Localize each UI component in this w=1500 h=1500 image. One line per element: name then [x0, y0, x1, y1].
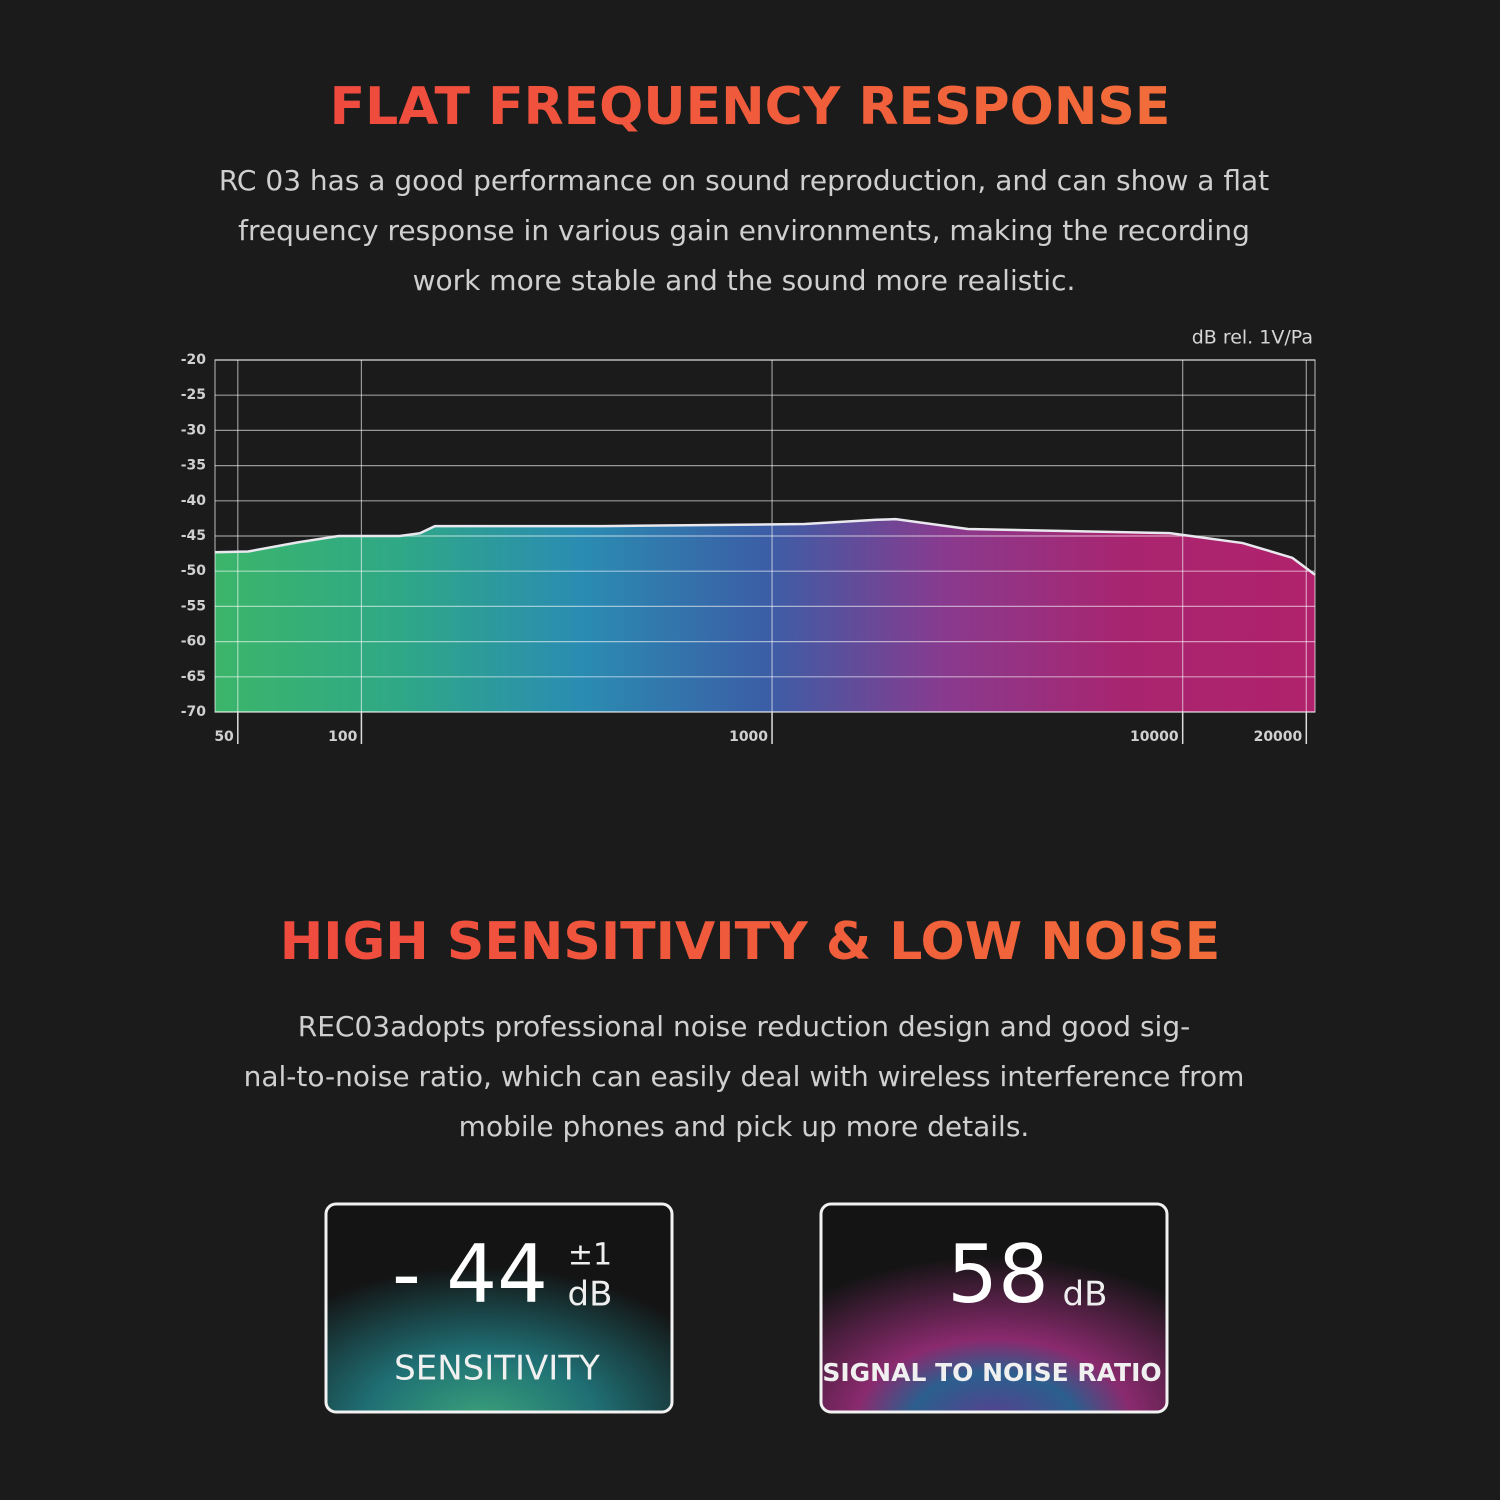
x-tick-label: 1000	[729, 729, 768, 745]
area	[215, 519, 1315, 712]
paragraph-line: REC03adopts professional noise reduction…	[298, 1010, 1190, 1043]
chart: -20 -25 -30 -35 -40 -45 -50 -55 -60 -65 -70 50 100 10…	[181, 352, 1316, 745]
stat-card	[324, 1202, 674, 1414]
y-tick-label: -20	[181, 352, 207, 368]
x-tick-label: 100	[328, 729, 357, 745]
stat-label: SIGNAL TO NOISE RATIO	[822, 1358, 1161, 1387]
stat-value: 58	[947, 1228, 1049, 1321]
y-tick-label: -65	[181, 669, 206, 685]
y-tick-label: -60	[181, 634, 207, 650]
y-tick-label: -35	[181, 458, 206, 474]
stat-tolerance: ±1	[568, 1238, 612, 1273]
stat-unit: dB	[1063, 1275, 1108, 1315]
y-tick-label: -50	[181, 563, 207, 579]
stat-unit: dB	[568, 1275, 613, 1315]
section-title: HIGH SENSITIVITY & LOW NOISE	[280, 912, 1221, 972]
x-tick-label: 10000	[1130, 729, 1179, 745]
line	[214, 517, 1316, 576]
paragraph-line: frequency response in various gain envir…	[238, 214, 1250, 247]
stat-label: SENSITIVITY	[394, 1349, 600, 1389]
x-tick-label: 20000	[1254, 729, 1303, 745]
x-tick-label: 50	[214, 729, 234, 745]
section-title: FLAT FREQUENCY RESPONSE	[330, 77, 1171, 137]
y-tick-label: -30	[181, 422, 207, 438]
paragraph-line: nal-to-noise ratio, which can easily dea…	[244, 1060, 1245, 1093]
y-axis-label: dB rel. 1V/Pa	[1192, 327, 1313, 349]
y-tick-label: -45	[181, 528, 206, 544]
y-tick-label: -40	[181, 493, 207, 509]
stat-value: - 44	[392, 1228, 548, 1321]
paragraph-line: RC 03 has a good performance on sound re…	[219, 164, 1269, 197]
paragraph-line: mobile phones and pick up more details.	[459, 1110, 1030, 1143]
paragraph-line: work more stable and the sound more real…	[413, 264, 1076, 297]
y-tick-label: -55	[181, 598, 206, 614]
stat-card	[819, 1202, 1169, 1414]
y-tick-label: -25	[181, 387, 206, 403]
y-tick-label: -70	[181, 704, 207, 720]
